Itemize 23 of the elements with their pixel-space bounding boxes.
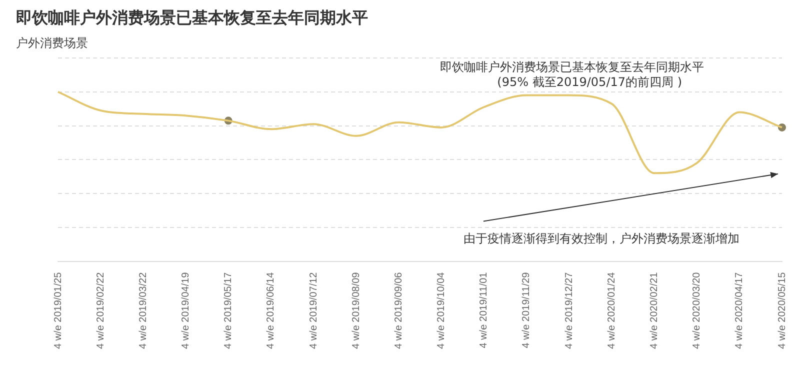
x-tick-label: 4 w/e 2019/09/06 [393, 272, 404, 350]
x-tick-label: 4 w/e 2019/11/29 [521, 272, 532, 348]
x-tick-label: 4 w/e 2020/01/24 [606, 272, 618, 350]
text: (95% 截至2019/05/17的前四周 ) [497, 75, 682, 90]
chart-title: 即饮咖啡户外消费场景已基本恢复至去年同期水平 [440, 60, 704, 74]
x-tick-label: 4 w/e 2019/07/12 [308, 272, 320, 350]
x-tick-label: 4 w/e 2019/05/17 [223, 272, 234, 350]
x-tick-label: 4 w/e 2019/04/19 [180, 272, 192, 350]
x-tick-label: 4 w/e 2019/06/14 [266, 272, 277, 350]
x-tick-label: 4 w/e 2019/11/01 [478, 272, 490, 348]
chart-subtitle: 户外消费场景 [16, 35, 89, 52]
x-tick-label: 4 w/e 2019/02/22 [95, 272, 106, 350]
x-tick-label: 4 w/e 2019/12/27 [564, 272, 575, 350]
x-tick-label: 4 w/e 2019/10/04 [436, 272, 448, 350]
x-tick-label: 4 w/e 2020/02/21 [648, 272, 660, 350]
chart-title: 即饮咖啡户外消费场景已基本恢复至去年同期水平 [16, 8, 368, 27]
x-tick-label: 4 w/e 2019/08/09 [350, 272, 362, 350]
x-tick-label: 4 w/e 2019/03/22 [138, 272, 149, 350]
x-tick-label: 4 w/e 2020/03/20 [692, 272, 703, 350]
annotation: 由于疫情逐渐得到有效控制，户外消费场景逐渐增加 [463, 231, 740, 246]
x-tick-label: 4 w/e 2020/04/17 [734, 272, 746, 350]
x-tick-label: 4 w/e 2019/01/25 [52, 272, 64, 350]
x-tick-label: 4 w/e 2020/05/15 [776, 272, 788, 350]
